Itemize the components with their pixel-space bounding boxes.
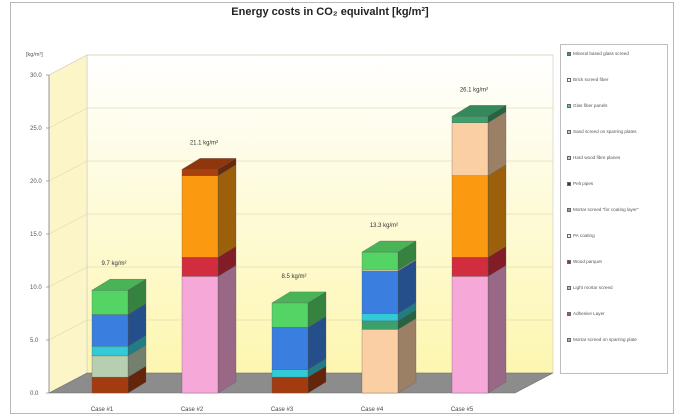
legend-swatch xyxy=(567,311,571,316)
bar-segment xyxy=(91,355,129,378)
bar-segment xyxy=(271,369,309,378)
legend-label: Mortar screed "for coating layer" xyxy=(573,207,639,212)
legend-label: Sand screed on sparring plates xyxy=(573,129,637,134)
legend-label: Pelt pipes xyxy=(573,181,594,186)
bar-total-label: 26.1 kg/m² xyxy=(460,87,488,93)
chart-title: Energy costs in CO₂ equivalnt [kg/m²] xyxy=(231,6,429,18)
legend-item: Adhesive Layer xyxy=(567,311,667,317)
bar-segment xyxy=(181,276,219,394)
bar-segment xyxy=(451,175,489,258)
legend-item: Light mortar screed xyxy=(567,285,667,291)
x-tick-label: Case #3 xyxy=(271,407,294,413)
bar-total-label: 9.7 kg/m² xyxy=(101,261,126,267)
x-tick-label: Case #4 xyxy=(361,407,384,413)
bar-top xyxy=(181,158,237,170)
legend-label: PA coating xyxy=(573,233,595,238)
legend-swatch xyxy=(567,233,571,238)
bar-segment xyxy=(271,302,309,328)
y-tick-label: 5.0 xyxy=(30,338,39,344)
x-tick-label: Case #1 xyxy=(91,407,114,413)
legend-swatch xyxy=(567,155,571,160)
bar-segment xyxy=(451,116,489,123)
bar-segment xyxy=(451,257,489,277)
bar-top xyxy=(361,240,417,253)
legend-swatch xyxy=(567,207,571,212)
bar-segment xyxy=(361,269,399,272)
y-tick-label: 20.0 xyxy=(30,179,42,185)
legend-item: Mortar screed on sparring plate xyxy=(567,337,667,343)
legend-label: Mortar screed on sparring plate xyxy=(573,337,637,342)
bar-segment xyxy=(91,346,129,357)
legend-item: PA coating xyxy=(567,233,667,239)
gridline-side xyxy=(48,54,88,76)
y-tick-label: 30.0 xyxy=(30,73,42,79)
chart-legend: Mineral based glass screed Brick screed f… xyxy=(560,44,668,374)
bar-total-label: 8.5 kg/m² xyxy=(281,274,306,280)
bar-segment-side xyxy=(487,164,507,258)
bar-total-label: 13.3 kg/m² xyxy=(370,223,398,229)
gridline-side xyxy=(48,213,88,235)
x-tick-label: Case #2 xyxy=(181,407,204,413)
bar-segment-side xyxy=(487,265,507,394)
y-tick-label: 15.0 xyxy=(30,232,42,238)
legend-swatch xyxy=(567,337,571,342)
bar-segment xyxy=(91,290,129,315)
y-tick-label: 0.0 xyxy=(30,391,39,397)
bar-segment xyxy=(361,313,399,322)
bar-segment-side xyxy=(397,318,417,394)
legend-item: Pelt pipes xyxy=(567,181,667,187)
legend-item: Mineral based glass screed xyxy=(567,51,667,57)
bar-segment xyxy=(451,122,489,176)
legend-swatch xyxy=(567,77,571,82)
y-tick-label: 10.0 xyxy=(30,285,42,291)
bar-top xyxy=(271,291,327,304)
legend-label: Brick screed fiber xyxy=(573,77,609,82)
legend-swatch xyxy=(567,129,571,134)
legend-item: Glas fiber panels xyxy=(567,103,667,109)
gridline-side xyxy=(48,319,88,341)
legend-swatch xyxy=(567,285,571,290)
bar-segment xyxy=(451,276,489,394)
bar-segment xyxy=(181,175,219,258)
bar-segment xyxy=(271,376,309,394)
gridline-side xyxy=(48,160,88,182)
bar-top xyxy=(451,105,507,117)
legend-label: Glas fiber panels xyxy=(573,103,608,108)
legend-swatch xyxy=(567,51,571,56)
bar-segment xyxy=(361,270,399,314)
bar-segment xyxy=(271,327,309,370)
y-tick-label: 25.0 xyxy=(30,126,42,132)
bar-segment xyxy=(181,257,219,277)
legend-label: Light mortar screed xyxy=(573,285,613,290)
legend-label: Mineral based glass screed xyxy=(573,51,629,56)
bar-segment-side xyxy=(217,164,237,258)
bar-segment xyxy=(91,314,129,347)
y-axis-label: [kg/m²] xyxy=(26,52,43,58)
legend-label: Wood parquet xyxy=(573,259,602,264)
bar-segment xyxy=(361,251,399,271)
bar-total-label: 21.1 kg/m² xyxy=(190,140,218,146)
bar-segment-side xyxy=(217,265,237,394)
legend-item: Sand screed on sparring plates xyxy=(567,129,667,135)
bar-segment xyxy=(91,376,129,394)
bar-top xyxy=(91,279,147,291)
legend-label: Adhesive Layer xyxy=(573,311,605,316)
bar-segment xyxy=(181,169,219,176)
bar-segment xyxy=(361,320,399,330)
legend-swatch xyxy=(567,181,571,186)
legend-swatch xyxy=(567,103,571,108)
gridline-side xyxy=(48,107,88,129)
legend-item: Hard wood fibre planes xyxy=(567,155,667,161)
legend-swatch xyxy=(567,259,571,264)
x-tick-label: Case #5 xyxy=(451,407,474,413)
legend-item: Wood parquet xyxy=(567,259,667,265)
gridline-side xyxy=(48,266,88,288)
legend-label: Hard wood fibre planes xyxy=(573,155,621,160)
legend-item: Mortar screed "for coating layer" xyxy=(567,207,667,213)
bar-segment xyxy=(361,329,399,394)
bar-segment-side xyxy=(487,111,507,176)
legend-item: Brick screed fiber xyxy=(567,77,667,83)
